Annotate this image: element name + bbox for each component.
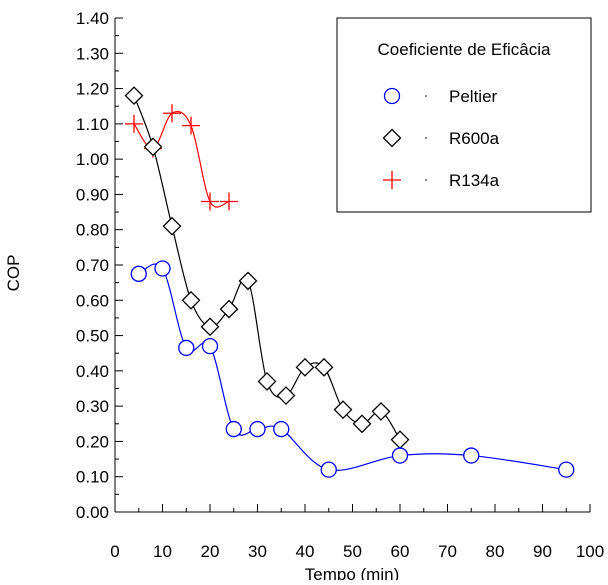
x-tick-label: 0 xyxy=(110,542,119,561)
data-point-peltier xyxy=(178,339,195,357)
series-line-r134a xyxy=(133,110,230,208)
data-point-peltier xyxy=(154,260,171,277)
legend-label-peltier: Peltier xyxy=(449,87,498,106)
data-point-r600a xyxy=(390,430,410,450)
legend-dot xyxy=(425,179,427,181)
legend-marker-r600a xyxy=(382,128,402,148)
legend-box xyxy=(336,17,592,213)
series-peltier xyxy=(130,260,575,478)
y-tick-label: 0.40 xyxy=(76,362,109,381)
data-point-r134a xyxy=(125,114,143,133)
x-tick-label: 10 xyxy=(153,542,172,561)
x-tick-label: 70 xyxy=(438,542,457,561)
series-layer xyxy=(124,86,575,478)
x-axis-label: Tempo (min) xyxy=(305,565,399,580)
data-point-peltier xyxy=(320,461,337,478)
data-point-r600a xyxy=(162,216,182,236)
x-tick-label: 60 xyxy=(391,542,410,561)
data-point-r600a xyxy=(181,290,201,310)
series-r600a xyxy=(124,86,410,450)
data-point-r600a xyxy=(143,137,163,157)
legend-marker-r134a xyxy=(383,171,401,189)
legend-title: Coeficiente de Eficâcia xyxy=(378,40,551,59)
data-point-r600a xyxy=(257,372,277,391)
data-point-r134a xyxy=(163,104,181,123)
y-tick-label: 0.50 xyxy=(76,327,109,346)
data-point-r600a xyxy=(219,299,239,319)
legend-dot xyxy=(425,95,427,97)
data-point-peltier xyxy=(391,447,409,464)
x-tick-label: 20 xyxy=(201,542,220,561)
data-point-r600a xyxy=(371,402,391,421)
data-point-r600a xyxy=(238,271,258,291)
y-tick-label: 0.70 xyxy=(76,256,109,275)
legend-label-r600a: R600a xyxy=(449,129,500,148)
y-tick-label: 1.30 xyxy=(76,44,109,63)
y-tick-label: 0.20 xyxy=(76,432,109,451)
legend: Coeficiente de Eficâcia Peltier R600a R134a xyxy=(336,17,592,213)
x-tick-label: 80 xyxy=(486,542,505,561)
data-point-peltier xyxy=(201,338,219,355)
data-point-peltier xyxy=(273,420,290,438)
x-tick-label: 50 xyxy=(343,542,362,561)
data-point-r600a xyxy=(352,414,372,434)
y-tick-label: 0.90 xyxy=(76,185,109,204)
y-tick-label: 0.30 xyxy=(76,397,109,416)
y-tick-label: 0.00 xyxy=(76,503,109,522)
data-point-r600a xyxy=(124,86,144,106)
data-point-peltier xyxy=(463,447,480,464)
data-point-r600a xyxy=(295,357,315,377)
y-tick-label: 0.10 xyxy=(76,468,109,487)
y-tick-label: 0.60 xyxy=(76,291,109,310)
data-point-peltier xyxy=(249,420,266,438)
legend-label-r134a: R134a xyxy=(449,171,500,190)
x-tick-label: 90 xyxy=(533,542,552,561)
series-line-peltier xyxy=(138,263,567,472)
x-tick-label: 30 xyxy=(248,542,267,561)
y-axis-label: COP xyxy=(4,255,23,292)
y-tick-label: 1.40 xyxy=(76,9,109,28)
axes: 0.00 0.10 0.20 0.30 0.40 0.50 0.60 0.70 0.80 0.90… xyxy=(76,9,604,561)
data-point-r600a xyxy=(200,317,220,337)
x-tick-label: 40 xyxy=(296,542,315,561)
y-tick-label: 1.00 xyxy=(76,150,109,169)
y-tick-label: 0.80 xyxy=(76,221,109,240)
data-point-r134a xyxy=(201,192,219,211)
y-tick-label: 1.20 xyxy=(76,80,109,99)
data-point-r134a xyxy=(182,116,200,135)
y-tick-label: 1.10 xyxy=(76,115,109,134)
data-point-r600a xyxy=(333,400,353,420)
data-point-peltier xyxy=(225,420,242,438)
data-point-peltier xyxy=(130,265,147,282)
data-point-r134a xyxy=(220,192,238,211)
series-line-r600a xyxy=(133,95,401,440)
data-point-r600a xyxy=(276,386,296,405)
legend-marker-peltier xyxy=(383,87,401,105)
legend-dot xyxy=(425,137,427,139)
data-point-r600a xyxy=(314,357,334,377)
series-r134a xyxy=(125,104,238,211)
data-point-peltier xyxy=(558,461,575,478)
x-tick-label: 100 xyxy=(576,542,604,561)
